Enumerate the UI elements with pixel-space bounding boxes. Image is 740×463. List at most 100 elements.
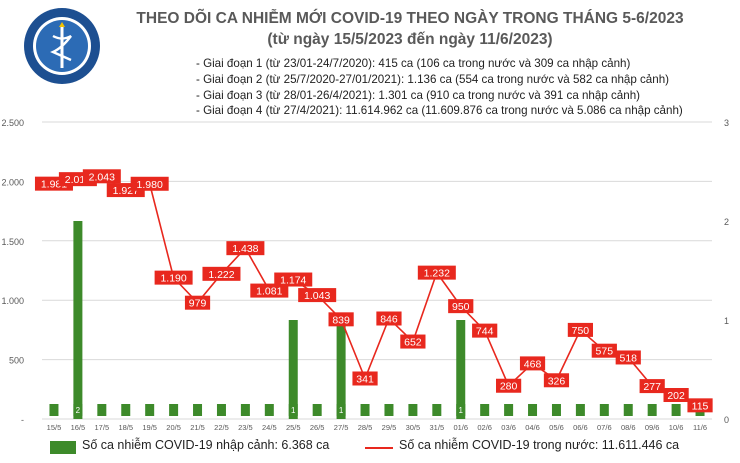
- bar-label-box: [408, 404, 418, 416]
- line-data-label: 1.190: [160, 273, 186, 285]
- line-data-label: 277: [643, 381, 661, 393]
- line-data-label: 744: [476, 326, 494, 338]
- x-tick-label: 05/6: [549, 423, 564, 432]
- bar-label-box: [360, 404, 370, 416]
- line-label-box: [274, 272, 313, 287]
- bar: [456, 320, 466, 419]
- x-tick-label: 04/6: [525, 423, 540, 432]
- line-label-box: [352, 371, 378, 386]
- bar-label-box: [504, 404, 514, 416]
- x-tick-label: 03/6: [501, 423, 516, 432]
- x-tick-label: 16/5: [71, 423, 86, 432]
- line-data-label: 950: [452, 301, 470, 313]
- x-tick-label: 30/5: [406, 423, 421, 432]
- line-label-box: [328, 312, 354, 327]
- bar-data-label: 1: [459, 406, 464, 415]
- line-data-label: 1.043: [304, 290, 330, 302]
- x-tick-label: 27/5: [334, 423, 349, 432]
- x-tick-label: 08/6: [621, 423, 636, 432]
- bar-label-box: [551, 404, 561, 416]
- bar-label-box: [73, 404, 83, 416]
- line-data-label: 1.222: [208, 269, 234, 281]
- x-tick-label: 10/6: [669, 423, 684, 432]
- line-label-box: [591, 343, 617, 358]
- bar-label-box: [169, 404, 179, 416]
- line-label-box: [250, 283, 289, 298]
- line-label-box: [448, 299, 474, 314]
- line-label-box: [615, 350, 641, 365]
- phase-notes: - Giai đoạn 1 (từ 23/01-24/7/2020): 415 …: [196, 56, 683, 119]
- bar: [288, 320, 298, 419]
- line-data-label: 1.232: [424, 268, 450, 280]
- line-label-box: [519, 356, 546, 371]
- legend-bar-swatch: [50, 441, 76, 454]
- line-data-label: 750: [572, 325, 590, 337]
- note-phase-3: - Giai đoạn 3 (từ 28/01-26/4/2021): 1.30…: [196, 88, 640, 102]
- bar-label-box: [528, 404, 538, 416]
- x-tick-label: 24/5: [262, 423, 277, 432]
- bar-data-label: 2: [76, 406, 81, 415]
- bar-data-label: 1: [339, 406, 344, 415]
- line-label-box: [82, 169, 121, 184]
- line-label-box: [154, 270, 193, 285]
- line-data-label: 1.980: [137, 179, 163, 191]
- x-tick-label: 25/5: [286, 423, 301, 432]
- legend-line-swatch: [365, 447, 393, 449]
- line-label-box: [567, 322, 593, 337]
- x-tick-label: 21/5: [190, 423, 205, 432]
- x-tick-label: 07/6: [597, 423, 612, 432]
- x-tick-label: 18/5: [118, 423, 133, 432]
- line-data-label: 468: [524, 358, 542, 370]
- line-label-box: [663, 388, 689, 403]
- y-right-tick-label: 1: [724, 316, 729, 326]
- x-tick-label: 19/5: [142, 423, 157, 432]
- ministry-of-health-logo: [22, 6, 102, 86]
- line-label-box: [226, 241, 265, 256]
- note-phase-1: - Giai đoạn 1 (từ 23/01-24/7/2020): 415 …: [196, 57, 631, 70]
- line-label-box: [298, 288, 337, 303]
- note-phase-4: - Giai đoạn 4 (từ 27/4/2021): 11.614.962…: [196, 104, 683, 118]
- y-right-tick-label: 3: [724, 118, 729, 128]
- bar-label-box: [480, 404, 490, 416]
- bar-label-box: [288, 404, 298, 416]
- bar-label-box: [432, 404, 442, 416]
- line-data-label: 979: [189, 298, 207, 310]
- line-label-box: [202, 266, 241, 281]
- x-tick-label: 31/5: [430, 423, 445, 432]
- legend-bar-label: Số ca nhiễm COVID-19 nhập cảnh: 6.368 ca: [82, 438, 330, 452]
- bar-label-box: [312, 404, 322, 416]
- caduceus-icon: [24, 8, 100, 84]
- bar: [73, 221, 83, 419]
- bar-data-label: 1: [291, 406, 296, 415]
- bar-label-box: [671, 404, 681, 416]
- bar: [336, 320, 346, 419]
- bar-label-box: [647, 404, 657, 416]
- bar-label-box: [145, 404, 155, 416]
- bar-label-box: [216, 404, 226, 416]
- bar-label-box: [336, 404, 346, 416]
- line-label-box: [472, 323, 498, 338]
- x-tick-label: 20/5: [166, 423, 181, 432]
- bar-label-box: [623, 404, 633, 416]
- bar-label-box: [121, 404, 131, 416]
- line-data-label: 518: [619, 352, 637, 364]
- line-label-box: [543, 373, 570, 388]
- y-left-tick-label: -: [21, 415, 24, 425]
- legend-line-label: Số ca nhiễm COVID-19 trong nước: 11.611.…: [399, 438, 680, 452]
- line-data-label: 326: [548, 375, 566, 387]
- line-label-box: [400, 334, 426, 349]
- line-label-box: [496, 378, 522, 393]
- x-tick-label: 09/6: [645, 423, 660, 432]
- line-data-label: 1.174: [280, 275, 306, 287]
- line-label-box: [417, 265, 456, 280]
- y-right-tick-label: 2: [724, 217, 729, 227]
- x-tick-label: 23/5: [238, 423, 253, 432]
- x-tick-label: 22/5: [214, 423, 229, 432]
- bar-label-box: [456, 404, 466, 416]
- y-left-tick-label: 2.000: [1, 177, 24, 187]
- line-label-box: [639, 379, 665, 394]
- line-label-box: [376, 311, 402, 326]
- y-right-tick-label: 0: [724, 415, 729, 425]
- line-data-label: 846: [380, 313, 398, 325]
